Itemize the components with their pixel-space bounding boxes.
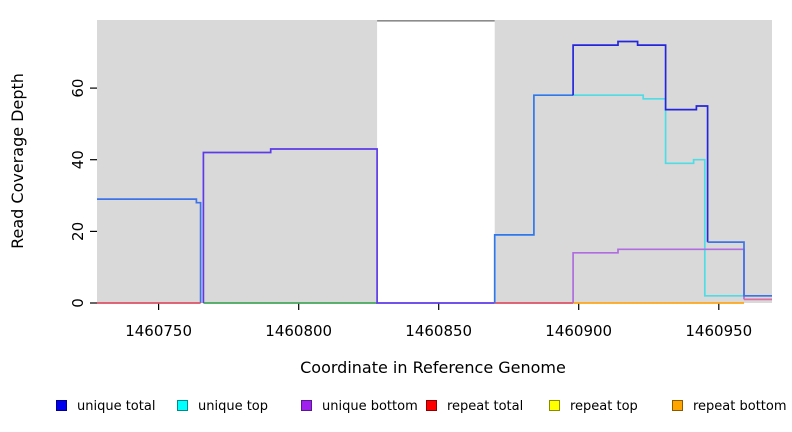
legend-swatch-icon bbox=[301, 400, 312, 411]
legend: unique total unique top unique bottom repea… bbox=[0, 399, 792, 419]
legend-item-repeat-total: repeat total bbox=[426, 399, 523, 415]
series-unique-total-left-block bbox=[97, 198, 202, 303]
x-tick-label: 1460950 bbox=[685, 322, 752, 340]
x-tick-label: 1460900 bbox=[545, 322, 612, 340]
shaded-region bbox=[494, 20, 772, 303]
series-unique-top bbox=[573, 94, 772, 297]
y-tick-label: 60 bbox=[69, 79, 87, 98]
legend-swatch-icon bbox=[549, 400, 560, 411]
shaded-regions bbox=[97, 20, 772, 303]
legend-label: repeat top bbox=[570, 399, 638, 414]
legend-item-unique-bottom: unique bottom bbox=[301, 399, 418, 415]
y-tick-label: 20 bbox=[69, 222, 87, 241]
legend-item-repeat-bottom: repeat bottom bbox=[672, 399, 787, 415]
series-unique-total-right-rise bbox=[493, 94, 574, 303]
shaded-region bbox=[97, 20, 378, 303]
y-tick-label: 0 bbox=[69, 298, 87, 308]
x-axis-title: Coordinate in Reference Genome bbox=[300, 358, 566, 377]
legend-item-unique-total: unique total bbox=[56, 399, 155, 415]
legend-item-unique-top: unique top bbox=[177, 399, 268, 415]
series-unique-total-tail bbox=[707, 241, 772, 297]
axes: 1460750 1460800 1460850 1460900 1460950 0 20 40… bbox=[69, 79, 752, 340]
legend-label: repeat bottom bbox=[693, 399, 787, 414]
x-tick-label: 1460750 bbox=[125, 322, 192, 340]
legend-item-repeat-top: repeat top bbox=[549, 399, 638, 415]
legend-swatch-icon bbox=[672, 400, 683, 411]
legend-swatch-icon bbox=[177, 400, 188, 411]
legend-label: repeat total bbox=[447, 399, 524, 414]
series-lines bbox=[97, 40, 772, 304]
y-axis-title: Read Coverage Depth bbox=[8, 73, 27, 249]
legend-swatch-icon bbox=[426, 400, 437, 411]
x-tick-label: 1460850 bbox=[405, 322, 472, 340]
legend-label: unique top bbox=[198, 399, 269, 414]
series-unique-total-mid-block bbox=[202, 148, 495, 304]
legend-label: unique total bbox=[77, 399, 156, 414]
legend-swatch-icon bbox=[56, 400, 67, 411]
x-tick-label: 1460800 bbox=[265, 322, 332, 340]
legend-label: unique bottom bbox=[322, 399, 418, 414]
series-unique-total-peak bbox=[572, 40, 709, 243]
y-tick-label: 40 bbox=[69, 150, 87, 169]
